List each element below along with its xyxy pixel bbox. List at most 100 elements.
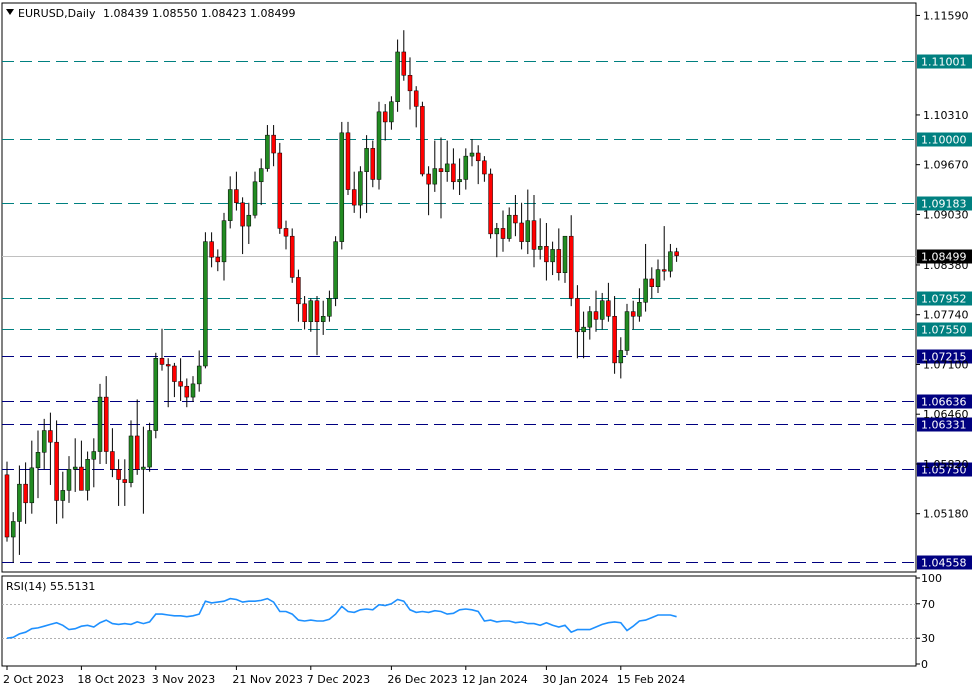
rsi-tick-label: 30 xyxy=(921,632,935,645)
candle-body xyxy=(23,483,28,504)
candle-body xyxy=(513,214,518,224)
date-label: 18 Oct 2023 xyxy=(77,673,145,686)
price-tick-label: 1.05180 xyxy=(923,508,969,521)
dropdown-triangle-icon[interactable] xyxy=(6,9,14,15)
candle-body xyxy=(661,269,667,272)
candle-body xyxy=(196,365,202,385)
candle-body xyxy=(327,298,332,317)
candle-body xyxy=(116,469,121,480)
date-label: 26 Dec 2023 xyxy=(387,673,457,686)
date-label: 21 Nov 2023 xyxy=(232,673,302,686)
candle-body xyxy=(438,168,444,172)
horizontal-levels: 1.11001 1.10000 1.09183 1.07952 1.07550 1.072… xyxy=(2,54,972,570)
candle-body xyxy=(302,303,307,322)
candle-body xyxy=(531,220,537,250)
candle-body xyxy=(122,479,128,483)
candle-body xyxy=(265,134,270,169)
candle-body xyxy=(568,235,574,299)
candle-body xyxy=(10,521,16,538)
candle-body xyxy=(506,214,512,239)
candle-body xyxy=(606,300,611,317)
candle-body xyxy=(221,220,227,263)
candle-body xyxy=(351,189,357,206)
candle-body xyxy=(457,179,462,183)
rsi-pane-frame xyxy=(1,575,917,667)
date-label: 3 Nov 2023 xyxy=(152,673,215,686)
candle-body xyxy=(612,316,617,364)
candle-body xyxy=(358,171,363,206)
candle-body xyxy=(289,235,295,278)
price-tick-label: 1.09670 xyxy=(923,159,969,172)
candle-body xyxy=(277,152,283,229)
candle-body xyxy=(364,148,369,172)
candle-body xyxy=(575,298,580,333)
candle-body xyxy=(637,302,642,317)
price-tick-label: 1.08380 xyxy=(923,259,969,272)
candle-body xyxy=(17,483,22,522)
candle-body xyxy=(463,155,469,180)
price-tick-label: 1.09030 xyxy=(923,208,969,221)
level-label-bg xyxy=(917,394,972,409)
rsi-line xyxy=(6,597,677,639)
candle-body xyxy=(234,189,239,204)
candle-body xyxy=(153,357,159,431)
candle-body xyxy=(494,228,500,235)
candle-body xyxy=(66,469,72,491)
rsi-tick-label: 70 xyxy=(921,598,935,611)
candle-body xyxy=(60,490,66,501)
candle-body xyxy=(674,251,679,256)
candle-body xyxy=(41,430,47,453)
candle-body xyxy=(258,168,264,183)
rsi-tick-label: 0 xyxy=(921,658,928,671)
level-label-bg xyxy=(917,462,972,477)
candle-body xyxy=(525,220,531,242)
candle-body xyxy=(72,466,78,470)
candle-body xyxy=(134,435,140,470)
candle-body xyxy=(296,277,301,305)
candle-body xyxy=(624,311,630,351)
level-label: 1.06331 xyxy=(921,419,967,432)
level-label: 1.11001 xyxy=(921,56,967,69)
level-label: 1.10000 xyxy=(921,134,967,147)
candle-body xyxy=(215,256,221,263)
candle-body xyxy=(581,326,586,333)
candle-body xyxy=(444,163,450,172)
candle-body xyxy=(227,189,233,221)
candle-body xyxy=(246,214,252,227)
candle-body xyxy=(345,132,351,190)
candle-body xyxy=(599,300,605,320)
candle-body xyxy=(401,51,407,76)
price-tick-label: 1.07100 xyxy=(923,358,969,371)
candle-body xyxy=(128,435,134,483)
level-label-bg xyxy=(917,196,972,211)
candle-body xyxy=(643,278,648,303)
date-label: 30 Jan 2024 xyxy=(542,673,608,686)
candle-body xyxy=(190,383,196,398)
level-label: 1.09183 xyxy=(921,198,967,211)
candle-body xyxy=(97,396,103,452)
candle-body xyxy=(482,160,487,175)
price-pane-frame xyxy=(1,2,917,573)
level-label-bg xyxy=(917,54,972,69)
level-label-bg xyxy=(917,417,972,432)
price-tick-label: 1.11590 xyxy=(923,9,969,22)
level-label-bg xyxy=(917,132,972,147)
candle-body xyxy=(29,467,35,504)
candle-body xyxy=(172,365,177,382)
candlestick-series xyxy=(4,30,679,563)
candle-body xyxy=(320,316,326,322)
rsi-pane xyxy=(1,575,917,667)
rsi-tick-label: 100 xyxy=(921,572,942,585)
level-label: 1.07550 xyxy=(921,324,967,337)
candle-body xyxy=(500,228,506,239)
date-label: 2 Oct 2023 xyxy=(3,673,64,686)
candle-body xyxy=(165,364,171,367)
candle-body xyxy=(203,241,208,367)
level-label-bg xyxy=(917,322,972,337)
rsi-label: RSI(14) 55.5131 xyxy=(6,580,95,593)
candle-body xyxy=(209,241,214,258)
candle-body xyxy=(593,311,599,320)
candle-body xyxy=(556,249,562,273)
candle-body xyxy=(35,452,41,469)
